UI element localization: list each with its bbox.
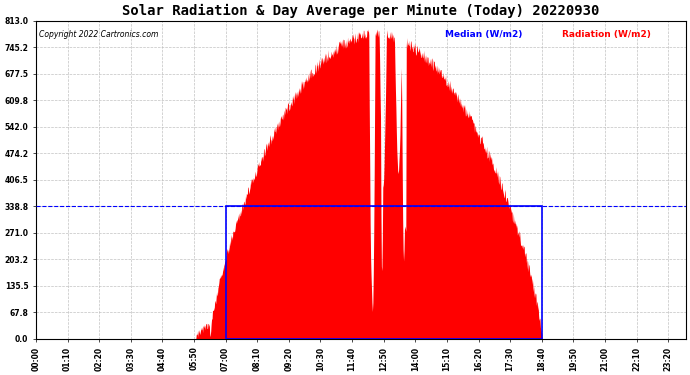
Text: Median (W/m2): Median (W/m2) [445, 30, 523, 39]
Bar [226, 206, 542, 339]
Text: Copyright 2022 Cartronics.com: Copyright 2022 Cartronics.com [39, 30, 159, 39]
Title: Solar Radiation & Day Average per Minute (Today) 20220930: Solar Radiation & Day Average per Minute… [122, 4, 600, 18]
Text: Radiation (W/m2): Radiation (W/m2) [562, 30, 651, 39]
